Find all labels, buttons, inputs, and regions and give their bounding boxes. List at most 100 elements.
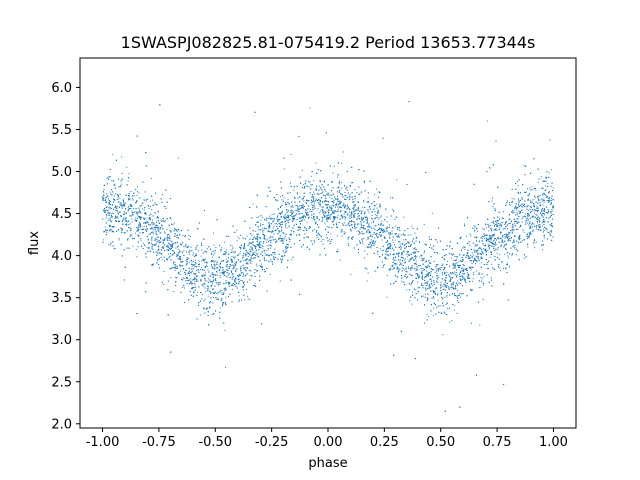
data-point (366, 201, 368, 203)
data-point (488, 230, 490, 232)
data-point (414, 258, 416, 260)
data-point (116, 206, 118, 208)
data-point (491, 263, 493, 265)
data-point (349, 196, 351, 198)
data-point (349, 193, 351, 195)
data-point (280, 231, 282, 233)
data-point (303, 200, 305, 202)
data-point (427, 265, 429, 267)
data-point (472, 280, 474, 282)
data-point (362, 206, 364, 208)
data-point (505, 243, 507, 245)
data-point (141, 203, 143, 205)
data-point (132, 214, 134, 216)
data-point (279, 237, 281, 239)
data-point (417, 273, 419, 275)
data-point (467, 276, 469, 278)
data-point (492, 234, 494, 235)
chart-title: 1SWASPJ082825.81-075419.2 Period 13653.7… (121, 33, 536, 52)
data-point (396, 276, 398, 278)
data-point (550, 185, 552, 187)
data-point (131, 205, 133, 207)
data-point (340, 187, 342, 189)
data-point (226, 249, 228, 251)
data-point (179, 261, 181, 263)
data-point (212, 277, 214, 279)
data-point (398, 233, 400, 235)
data-point (490, 238, 492, 240)
data-point (497, 225, 499, 227)
data-point (288, 225, 290, 227)
data-point (142, 202, 144, 204)
data-point (273, 252, 275, 254)
data-point (270, 245, 272, 247)
data-point (415, 268, 417, 270)
data-point (451, 319, 453, 321)
data-point (252, 203, 254, 205)
data-point (307, 208, 309, 210)
data-point (139, 218, 141, 220)
data-point (386, 248, 388, 250)
data-point (239, 253, 241, 255)
data-point (501, 217, 503, 219)
data-point (299, 220, 301, 222)
data-point (212, 254, 214, 256)
data-point (232, 251, 234, 253)
data-point (504, 223, 506, 225)
data-point (331, 201, 333, 203)
data-point (302, 219, 304, 221)
data-point (435, 306, 437, 308)
data-point (188, 250, 190, 252)
data-point (349, 211, 351, 213)
data-point (158, 246, 160, 248)
data-point (145, 222, 147, 224)
data-point (289, 234, 291, 236)
data-point (298, 217, 300, 219)
data-point (268, 228, 270, 230)
data-point (327, 214, 329, 216)
data-point (378, 210, 380, 212)
data-point (305, 217, 307, 219)
data-point (443, 279, 445, 281)
data-point (117, 216, 119, 218)
data-point (230, 244, 232, 246)
data-point (225, 301, 227, 303)
data-point (483, 236, 485, 238)
data-point (379, 232, 381, 234)
data-point (549, 223, 551, 225)
data-point (489, 256, 491, 258)
data-point (240, 260, 242, 262)
data-point (289, 233, 291, 235)
data-point (156, 250, 158, 252)
data-point (299, 220, 301, 222)
data-point (108, 208, 110, 210)
data-point (358, 234, 360, 236)
data-point (224, 241, 226, 243)
data-point (411, 225, 413, 227)
data-point (502, 211, 504, 213)
data-point (454, 288, 456, 290)
data-point (329, 207, 331, 209)
data-point (507, 255, 509, 257)
data-point (274, 223, 276, 225)
data-point (342, 151, 344, 153)
data-point (123, 198, 125, 200)
data-point (404, 234, 406, 236)
data-point (386, 221, 388, 223)
data-point (118, 220, 120, 222)
data-point (442, 285, 444, 287)
data-point (491, 200, 493, 202)
data-point (486, 250, 488, 252)
data-point (291, 204, 293, 206)
data-point (163, 271, 165, 273)
data-point (505, 267, 507, 269)
data-point (488, 247, 490, 249)
data-point (352, 221, 354, 223)
data-point (512, 232, 514, 234)
data-point (201, 267, 203, 269)
data-point (332, 172, 334, 174)
data-point (327, 192, 329, 194)
data-point (115, 193, 117, 195)
data-point (408, 241, 410, 243)
data-point (285, 249, 287, 251)
